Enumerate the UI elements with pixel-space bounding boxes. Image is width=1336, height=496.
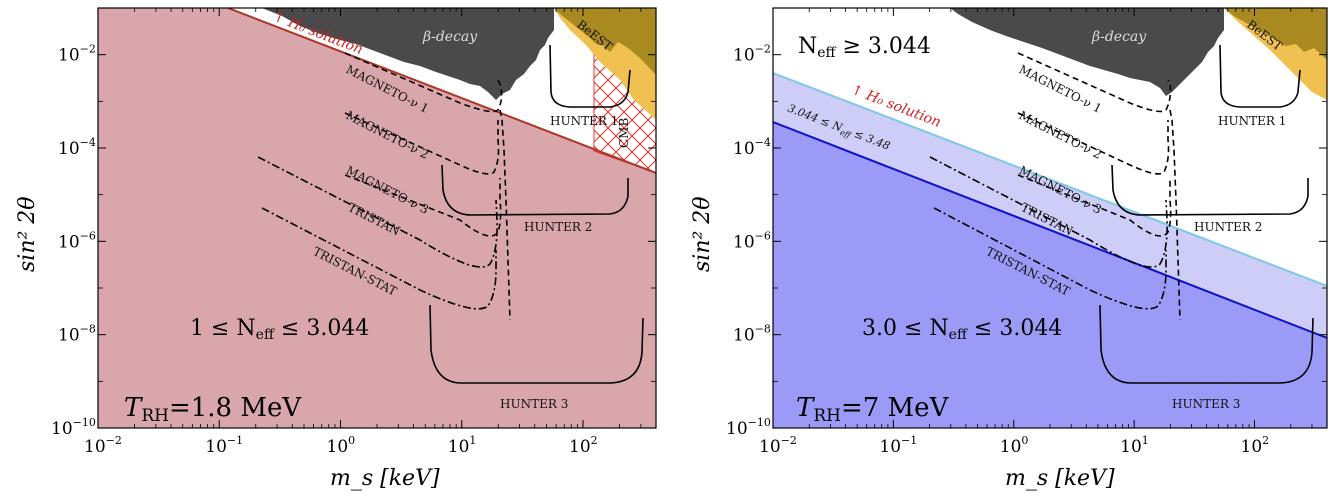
y-tick-label: 10−2 <box>733 43 771 66</box>
beta-decay-region-right <box>950 8 1224 96</box>
y-axis-label-right: sin² 2θ <box>690 196 715 272</box>
hunter-2-label-left: HUNTER 2 <box>524 220 592 234</box>
y-tick-label: 10−4 <box>733 136 771 159</box>
x-tick-label: 100 <box>327 434 356 457</box>
magneto-3-curve-right <box>1017 174 1172 237</box>
magneto-2-curve-left <box>344 112 500 175</box>
hunter-1-label-right: HUNTER 1 <box>1218 114 1286 128</box>
neff-band-right <box>773 73 1327 338</box>
magneto-1-curve-right <box>1017 52 1181 321</box>
region-label-right: 3.0 ≤ Neff ≤ 3.044 <box>862 316 1062 343</box>
x-tick-label: 101 <box>1120 434 1149 457</box>
x-tick-label: 10−2 <box>84 434 122 457</box>
magneto-3-curve-left <box>344 174 502 237</box>
lower-boundary-right <box>773 121 1327 339</box>
x-tick-label: 101 <box>448 434 477 457</box>
y-axis-label-left: sin² 2θ <box>15 196 40 272</box>
y-tick-label: 10−6 <box>733 229 771 252</box>
hunter-3-curve-left <box>429 304 644 384</box>
beta-decay-label-right: β-decay <box>1091 29 1147 45</box>
x-tick-label: 10−1 <box>205 434 243 457</box>
hunter-1-curve-left <box>549 44 631 108</box>
hunter-3-label-left: HUNTER 3 <box>500 397 568 411</box>
axis-ticks-right: 10−2 10−1 100 101 102 10−10 10−8 10−6 10−4 10−2 <box>726 7 1328 457</box>
y-tick-label: 10−6 <box>58 229 96 252</box>
hunter-3-curve-right <box>1099 304 1314 384</box>
x-tick-label: 10−1 <box>879 434 917 457</box>
x-tick-label: 102 <box>1241 434 1270 457</box>
tristan-curve-right <box>929 156 1168 268</box>
neff-region-right <box>773 122 1327 428</box>
cmb-label: CMB <box>617 118 631 148</box>
tristan-curve-left <box>257 156 498 268</box>
region-label-left: 1 ≤ Neff ≤ 3.044 <box>190 316 369 343</box>
upper-boundary-right <box>773 72 1327 287</box>
temperature-label-right: TRH=7 MeV <box>796 393 950 426</box>
y-tick-label: 10−4 <box>58 136 96 159</box>
y-tick-label: 10−8 <box>58 323 96 346</box>
x-tick-label: 102 <box>569 434 598 457</box>
y-tick-label: 10−10 <box>726 416 771 439</box>
y-tick-label: 10−2 <box>58 43 96 66</box>
left-panel: β-decay BeEST CMB ↑ H₀ solution MAGNETO-… <box>15 7 657 491</box>
x-axis-label-right: m_s [keV] <box>1005 466 1115 491</box>
hunter-2-curve-left <box>441 164 629 216</box>
magneto-1-curve-left <box>344 52 511 321</box>
beta-decay-region-left <box>262 8 554 100</box>
tristan-stat-curve-left <box>261 207 497 310</box>
tristan-stat-curve-right <box>933 207 1167 310</box>
hunter-1-label-left: HUNTER 1 <box>550 114 618 128</box>
hunter-2-label-right: HUNTER 2 <box>1194 220 1262 234</box>
temperature-label-left: TRH=1.8 MeV <box>124 393 302 426</box>
y-tick-label: 10−8 <box>733 323 771 346</box>
bebest-dark-right <box>1224 8 1327 60</box>
bebest-dark-left <box>554 8 656 75</box>
hunter-1-curve-right <box>1219 44 1301 108</box>
hunter-3-label-right: HUNTER 3 <box>1172 397 1240 411</box>
axis-ticks-left: 10−2 10−1 100 101 102 10−10 10−8 10−6 10−4 10−2 <box>51 7 657 457</box>
x-tick-label: 100 <box>1000 434 1029 457</box>
upper-region-label-right: Neff ≥ 3.044 <box>798 34 931 61</box>
beta-decay-label-left: β-decay <box>422 29 478 45</box>
right-panel: β-decay BeEST Neff ≥ 3.044 ↑ H₀ solution… <box>690 7 1328 491</box>
x-tick-label: 10−2 <box>759 434 797 457</box>
h0-boundary-left <box>227 8 656 174</box>
x-axis-label-left: m_s [keV] <box>330 466 440 491</box>
magneto-2-curve-right <box>1017 112 1170 175</box>
y-tick-label: 10−10 <box>51 416 96 439</box>
hunter-2-curve-right <box>1111 164 1309 216</box>
